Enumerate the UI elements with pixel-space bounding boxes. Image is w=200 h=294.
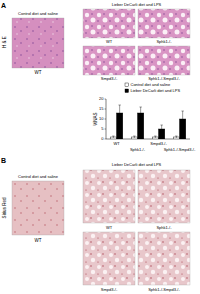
genotype-label: WT bbox=[106, 39, 113, 44]
error-stem bbox=[161, 125, 162, 133]
stain-label: H & E bbox=[2, 36, 7, 48]
stain-label: Sirius Red bbox=[2, 197, 7, 218]
genotype-label: WT bbox=[35, 238, 42, 243]
bar bbox=[110, 137, 116, 139]
error-cap bbox=[154, 136, 156, 137]
micrograph bbox=[138, 9, 190, 38]
error-stem bbox=[155, 136, 156, 138]
condition-title: Lieber DeCarli diet and LPS bbox=[112, 162, 162, 167]
bar bbox=[131, 137, 137, 139]
bar bbox=[152, 137, 158, 139]
y-tick-label: 20 bbox=[99, 96, 104, 101]
x-tick-label: Smpd3-/- bbox=[150, 141, 167, 146]
y-axis-title: %NAS bbox=[93, 112, 98, 125]
micrograph bbox=[83, 46, 135, 75]
error-stem bbox=[140, 107, 141, 119]
micrograph bbox=[83, 232, 135, 285]
error-bar bbox=[133, 136, 135, 138]
genotype-label: WT bbox=[106, 225, 113, 230]
legend-label: Lieber DeCarli diet and LPS bbox=[131, 88, 181, 93]
error-bar bbox=[139, 107, 141, 119]
y-tick-label: 15 bbox=[99, 106, 104, 111]
error-stem bbox=[176, 136, 177, 138]
error-bar bbox=[181, 111, 183, 127]
error-cap bbox=[181, 111, 183, 112]
y-tick-label: 10 bbox=[99, 116, 104, 121]
legend-label: Control diet and saline bbox=[131, 82, 172, 87]
bars bbox=[110, 105, 186, 139]
micrograph bbox=[83, 9, 135, 38]
error-cap bbox=[133, 136, 135, 137]
x-tick-label: WT bbox=[113, 141, 120, 146]
y-tick bbox=[105, 109, 107, 110]
bar bbox=[173, 137, 179, 139]
error-cap bbox=[112, 136, 114, 137]
genotype-label: Smpd3-/- bbox=[101, 287, 118, 292]
genotype-label: WT bbox=[35, 70, 42, 75]
micrograph bbox=[12, 18, 64, 68]
error-cap bbox=[160, 125, 162, 126]
condition-title: Control diet and saline bbox=[18, 174, 59, 179]
genotype-label: Smpd3-/- bbox=[101, 76, 118, 81]
error-stem bbox=[182, 111, 183, 127]
genotype-label: Sphk1-/-Smpd3-/- bbox=[148, 76, 180, 81]
genotype-label: Sphk1-/- bbox=[156, 39, 172, 44]
error-cap bbox=[175, 136, 177, 137]
error-bar bbox=[175, 136, 177, 138]
y-tick bbox=[105, 129, 107, 130]
y-tick-label: 0 bbox=[101, 136, 104, 141]
y-tick bbox=[105, 119, 107, 120]
genotype-label: Sphk1-/-Smpd3-/- bbox=[148, 287, 180, 292]
x-tick-label: Sphk1-/-Smpd3-/- bbox=[164, 147, 196, 152]
error-stem bbox=[113, 136, 114, 138]
y-tick-label: 5 bbox=[101, 126, 104, 131]
error-cap bbox=[118, 105, 120, 106]
error-cap bbox=[139, 107, 141, 108]
micrograph bbox=[83, 170, 135, 223]
condition-title: Control diet and saline bbox=[18, 11, 59, 16]
y-tick bbox=[105, 139, 107, 140]
micrograph bbox=[138, 46, 190, 75]
figure: A H & E Control diet and saline WT Lieber De… bbox=[0, 0, 200, 294]
error-stem bbox=[119, 105, 120, 121]
error-stem bbox=[134, 136, 135, 138]
micrograph bbox=[138, 170, 190, 223]
micrograph bbox=[12, 181, 64, 235]
genotype-label: Sphk1-/- bbox=[156, 225, 172, 230]
legend-swatch bbox=[125, 89, 129, 93]
y-axis bbox=[106, 99, 107, 139]
panel-label: B bbox=[1, 157, 6, 164]
micrograph bbox=[138, 232, 190, 285]
error-bar bbox=[160, 125, 162, 133]
legend-swatch bbox=[125, 83, 129, 87]
panel-label: A bbox=[1, 2, 6, 9]
condition-title: Lieber DeCarli diet and LPS bbox=[112, 2, 162, 7]
y-tick bbox=[105, 99, 107, 100]
error-bar bbox=[154, 136, 156, 138]
x-tick-label: Sphk1-/- bbox=[130, 147, 146, 152]
error-bar bbox=[112, 136, 114, 138]
error-bar bbox=[118, 105, 120, 121]
